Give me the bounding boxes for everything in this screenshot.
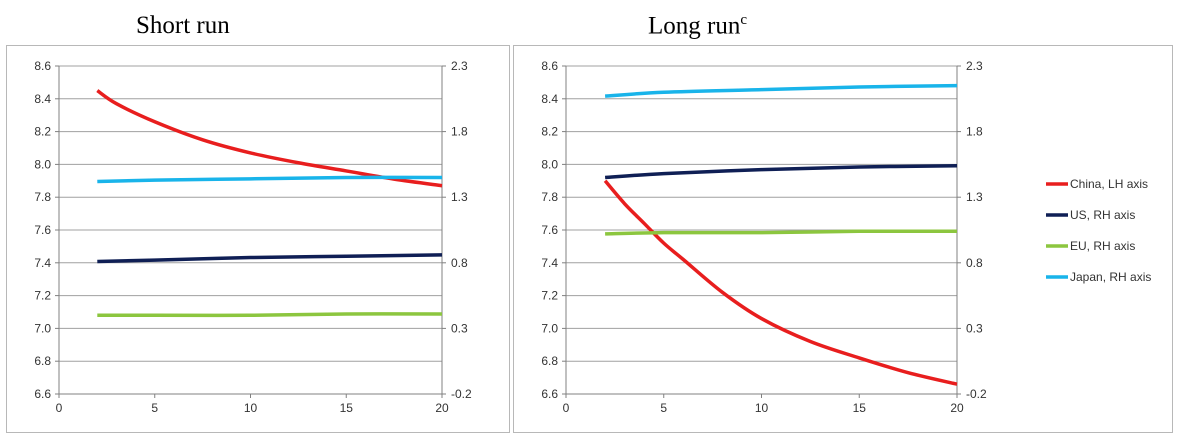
series-line-us-rh-axis bbox=[97, 253, 443, 264]
short-run-title: Short run bbox=[136, 12, 230, 39]
left-axis-tick-label: 6.8 bbox=[34, 354, 51, 368]
series-line-japan-rh-axis bbox=[604, 83, 958, 98]
legend-label-china-lh-axis: China, LH axis bbox=[1070, 177, 1148, 191]
left-axis-tick-label: 7.2 bbox=[34, 289, 51, 303]
left-axis-tick-label: 7.8 bbox=[541, 190, 558, 204]
left-axis-tick-label: 7.8 bbox=[34, 190, 51, 204]
x-axis-tick-label: 5 bbox=[151, 401, 158, 415]
x-axis-tick-label: 10 bbox=[244, 401, 258, 415]
x-axis-tick-label: 15 bbox=[853, 401, 867, 415]
long-run-title-text: Long run bbox=[648, 12, 741, 40]
short-run-plot: 6.6 6.8 7.0 7.2 7.4 7.6 7.8 8.0 8.2 8.4 8.6 -0.2 0.3… bbox=[34, 59, 472, 415]
left-axis-tick-label: 6.8 bbox=[541, 354, 558, 368]
left-axis-tick-label: 7.0 bbox=[34, 321, 51, 335]
long-run-title: Long runc bbox=[648, 12, 747, 40]
series-line-japan-rh-axis bbox=[97, 175, 443, 184]
x-axis-tick-label: 0 bbox=[563, 401, 570, 415]
x-axis-tick-label: 5 bbox=[660, 401, 667, 415]
left-axis-tick-label: 7.6 bbox=[34, 223, 51, 237]
right-axis-tick-label: 0.3 bbox=[966, 321, 983, 335]
left-axis-tick-label: 8.6 bbox=[34, 59, 51, 73]
x-axis-tick-label: 0 bbox=[56, 401, 63, 415]
legend-label-eu-rh-axis: EU, RH axis bbox=[1070, 239, 1135, 253]
left-axis-tick-label: 7.0 bbox=[541, 321, 558, 335]
right-axis-tick-label: -0.2 bbox=[451, 387, 472, 401]
left-axis-tick-label: 7.4 bbox=[541, 256, 558, 270]
left-axis-tick-label: 6.6 bbox=[34, 387, 51, 401]
right-axis-tick-label: 0.3 bbox=[451, 321, 468, 335]
left-axis-tick-label: 8.4 bbox=[34, 92, 51, 106]
short-run-chart: 6.6 6.8 7.0 7.2 7.4 7.6 7.8 8.0 8.2 8.4 8.6 -0.2 0.3… bbox=[6, 45, 510, 433]
left-axis-tick-label: 7.2 bbox=[541, 289, 558, 303]
series-line-china-lh-axis bbox=[603, 179, 958, 386]
right-axis-tick-label: 0.8 bbox=[451, 256, 468, 270]
right-axis-tick-label: 1.3 bbox=[451, 190, 468, 204]
right-axis-tick-label: 0.8 bbox=[966, 256, 983, 270]
legend-label-us-rh-axis: US, RH axis bbox=[1070, 208, 1135, 222]
right-axis-tick-label: 2.3 bbox=[966, 59, 983, 73]
left-axis-tick-label: 6.6 bbox=[541, 387, 558, 401]
left-axis-tick-label: 7.6 bbox=[541, 223, 558, 237]
long-run-title-superscript: c bbox=[740, 12, 748, 28]
x-axis-tick-label: 15 bbox=[340, 401, 354, 415]
legend-label-japan-rh-axis: Japan, RH axis bbox=[1070, 270, 1151, 284]
long-run-plot: 6.6 6.8 7.0 7.2 7.4 7.6 7.8 8.0 8.2 8.4 8.6 -0.2 0.3… bbox=[541, 59, 1151, 415]
right-axis-tick-label: 1.8 bbox=[966, 125, 983, 139]
x-axis-tick-label: 10 bbox=[755, 401, 769, 415]
right-axis-tick-label: 2.3 bbox=[451, 59, 468, 73]
right-axis-tick-label: 1.3 bbox=[966, 190, 983, 204]
right-axis-tick-label: 1.8 bbox=[451, 125, 468, 139]
left-axis-tick-label: 8.6 bbox=[541, 59, 558, 73]
left-axis-tick-label: 7.4 bbox=[34, 256, 51, 270]
right-axis-tick-label: -0.2 bbox=[966, 387, 987, 401]
series-line-eu-rh-axis bbox=[605, 229, 958, 236]
left-axis-tick-label: 8.2 bbox=[541, 125, 558, 139]
series-line-china-lh-axis bbox=[96, 89, 443, 188]
left-axis-tick-label: 8.2 bbox=[34, 125, 51, 139]
left-axis-tick-label: 8.0 bbox=[34, 157, 51, 171]
series-line-us-rh-axis bbox=[604, 163, 958, 180]
x-axis-tick-label: 20 bbox=[950, 401, 964, 415]
left-axis-tick-label: 8.0 bbox=[541, 157, 558, 171]
long-run-chart: 6.6 6.8 7.0 7.2 7.4 7.6 7.8 8.0 8.2 8.4 8.6 -0.2 0.3… bbox=[513, 45, 1173, 433]
left-axis-tick-label: 8.4 bbox=[541, 92, 558, 106]
series-line-eu-rh-axis bbox=[97, 312, 443, 318]
x-axis-tick-label: 20 bbox=[435, 401, 449, 415]
